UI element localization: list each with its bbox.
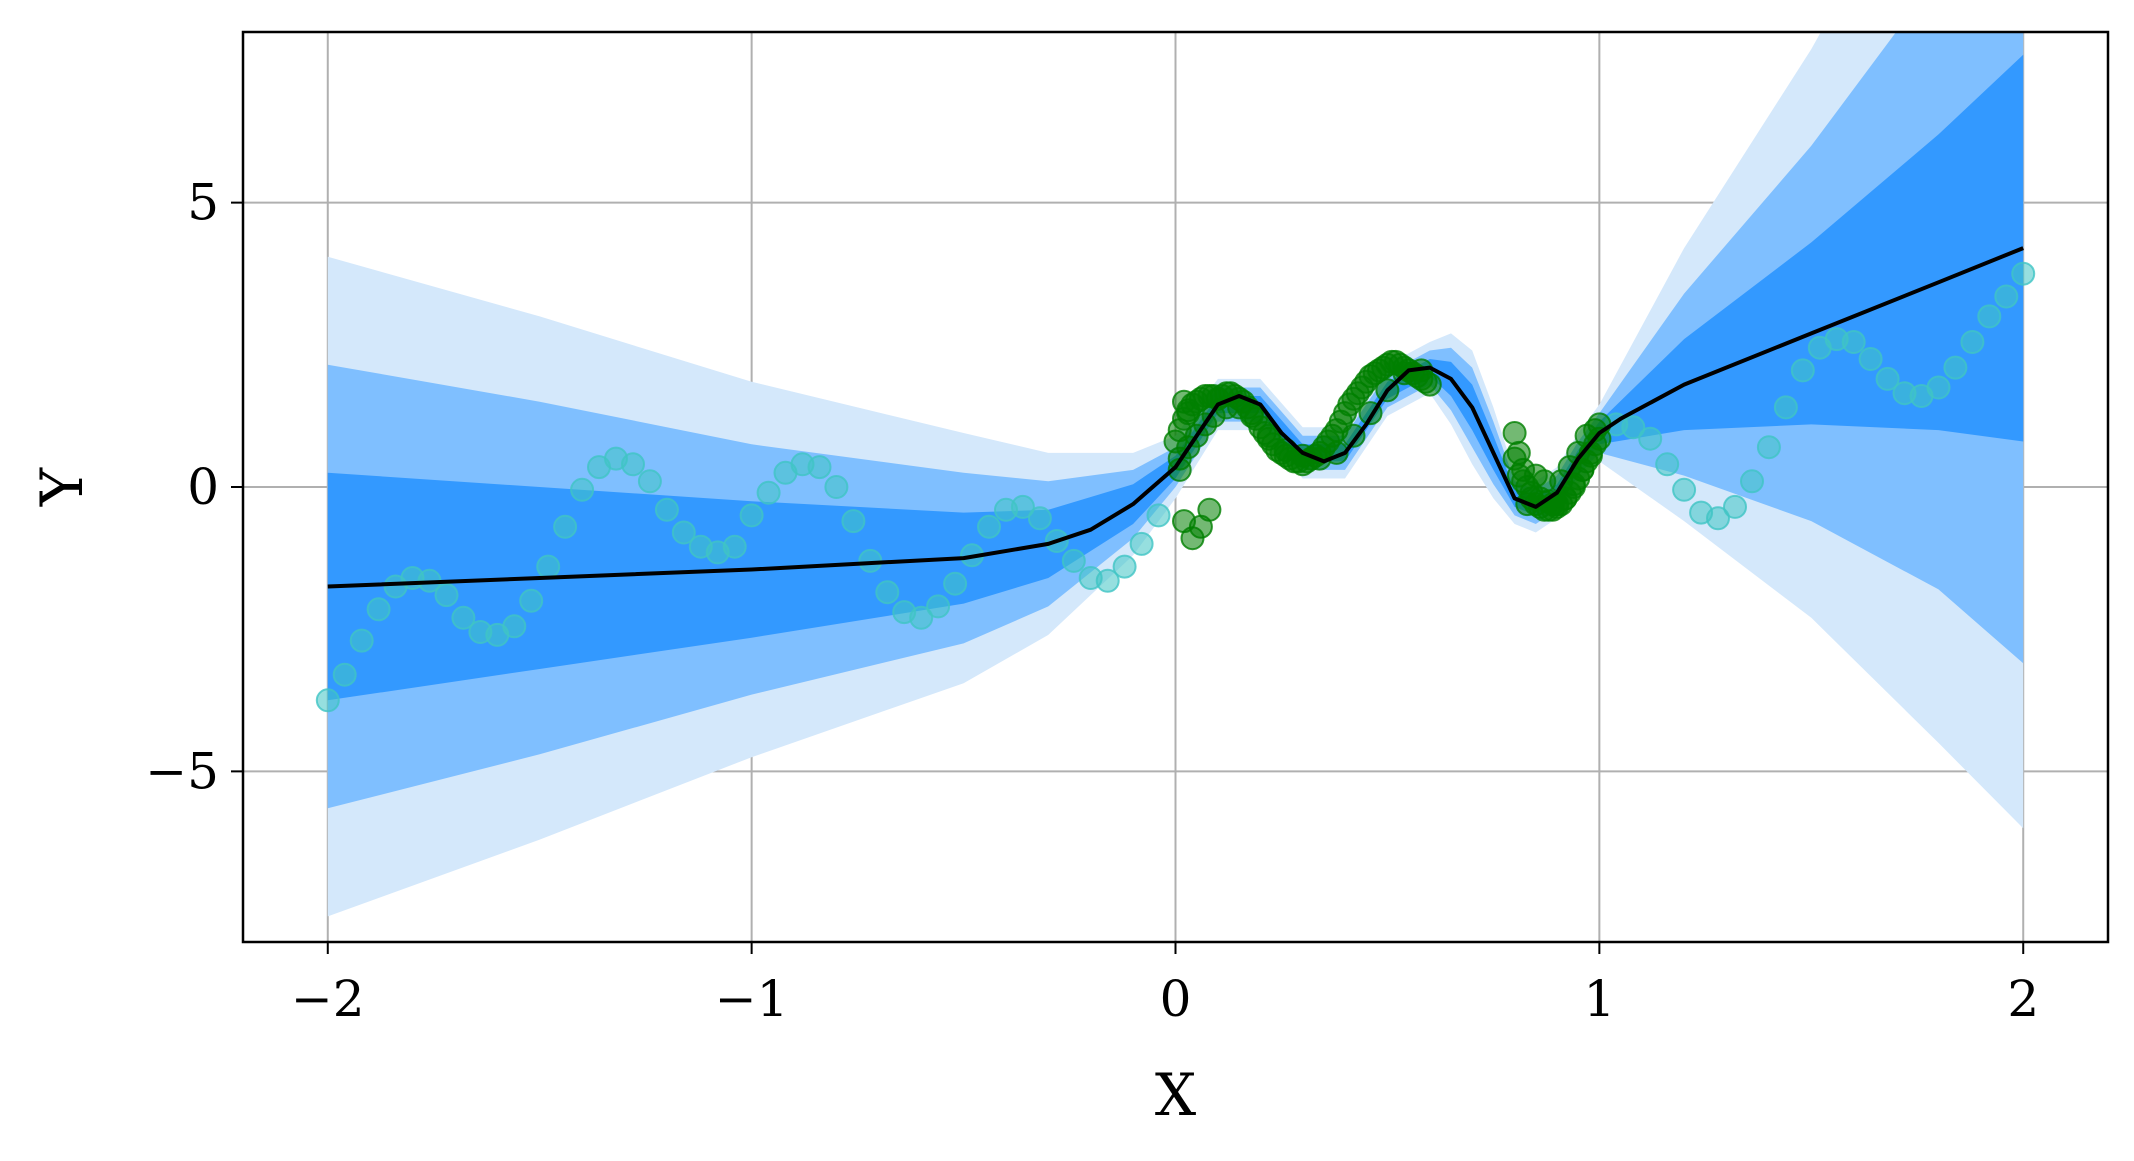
train-point-68 <box>1239 403 1264 428</box>
test-point-57 <box>1723 494 1747 519</box>
test-point-72 <box>1977 304 2002 329</box>
train-point-124 <box>1197 497 1222 522</box>
test-point-61 <box>1790 358 1815 383</box>
test-point-74 <box>2011 261 2036 286</box>
band-1sigma <box>327 54 2024 701</box>
test-point-52 <box>1638 426 1663 451</box>
y-tick-label-2: 5 <box>187 174 219 232</box>
test-point-71 <box>1960 330 1985 354</box>
y-axis-label: Y <box>28 467 96 507</box>
test-point-64 <box>1841 330 1866 354</box>
test-point-33 <box>875 580 900 605</box>
y-tick-label-0: −5 <box>145 742 219 800</box>
test-point-0 <box>315 688 340 713</box>
mean-line <box>327 246 2024 589</box>
test-point-44 <box>1061 548 1086 573</box>
test-point-59 <box>1756 435 1781 460</box>
test-point-3 <box>366 597 391 622</box>
test-point-26 <box>756 480 781 505</box>
test-point-8 <box>451 605 476 630</box>
test-point-73 <box>1994 284 2019 309</box>
test-point-19 <box>637 469 662 494</box>
test-points <box>315 261 2036 713</box>
test-point-37 <box>943 571 968 596</box>
test-point-12 <box>519 588 544 613</box>
test-point-53 <box>1655 452 1680 477</box>
train-point-126 <box>1176 401 1201 426</box>
test-point-70 <box>1943 355 1968 380</box>
x-tick-label-0: −2 <box>291 970 365 1028</box>
tick-labels: −2 −1 0 1 2 −5 0 5 <box>145 174 2039 1028</box>
test-point-21 <box>671 520 696 545</box>
test-point-56 <box>1706 506 1730 531</box>
mean-line-group <box>327 246 2024 589</box>
test-point-42 <box>1027 506 1052 531</box>
test-point-54 <box>1672 477 1697 502</box>
test-point-48 <box>1129 531 1154 556</box>
test-point-30 <box>824 475 849 499</box>
test-point-51 <box>1621 415 1646 440</box>
train-point-69 <box>1256 423 1281 448</box>
test-point-11 <box>502 614 527 639</box>
test-point-25 <box>739 503 764 528</box>
test-point-65 <box>1858 347 1883 371</box>
test-point-31 <box>841 509 866 534</box>
test-point-7 <box>434 583 459 608</box>
test-point-2 <box>349 628 374 653</box>
test-point-18 <box>621 452 645 477</box>
test-point-14 <box>553 514 578 539</box>
test-point-69 <box>1926 375 1951 400</box>
x-tick-label-3: 1 <box>1583 970 1615 1028</box>
test-point-1 <box>332 662 357 687</box>
test-point-13 <box>536 554 561 579</box>
test-point-29 <box>807 455 832 480</box>
test-point-36 <box>926 594 951 619</box>
test-point-66 <box>1875 366 1900 391</box>
x-tick-label-1: −1 <box>715 970 789 1028</box>
test-point-39 <box>977 514 1001 539</box>
x-axis-label: X <box>1155 1061 1197 1129</box>
y-tick-label-1: 0 <box>187 458 219 516</box>
test-point-24 <box>722 534 747 559</box>
test-point-49 <box>1146 503 1171 528</box>
test-point-46 <box>1095 568 1120 593</box>
ticks <box>231 201 2025 954</box>
test-point-58 <box>1740 469 1764 494</box>
x-tick-label-2: 0 <box>1160 970 1192 1028</box>
test-point-15 <box>570 477 595 502</box>
test-point-47 <box>1112 554 1137 579</box>
x-tick-label-4: 2 <box>2007 970 2039 1028</box>
test-point-35 <box>909 605 934 630</box>
test-point-60 <box>1773 395 1798 420</box>
test-point-41 <box>1010 494 1035 519</box>
train-point-79 <box>1502 421 1527 445</box>
train-point-74 <box>1341 423 1366 448</box>
test-point-20 <box>654 497 679 522</box>
